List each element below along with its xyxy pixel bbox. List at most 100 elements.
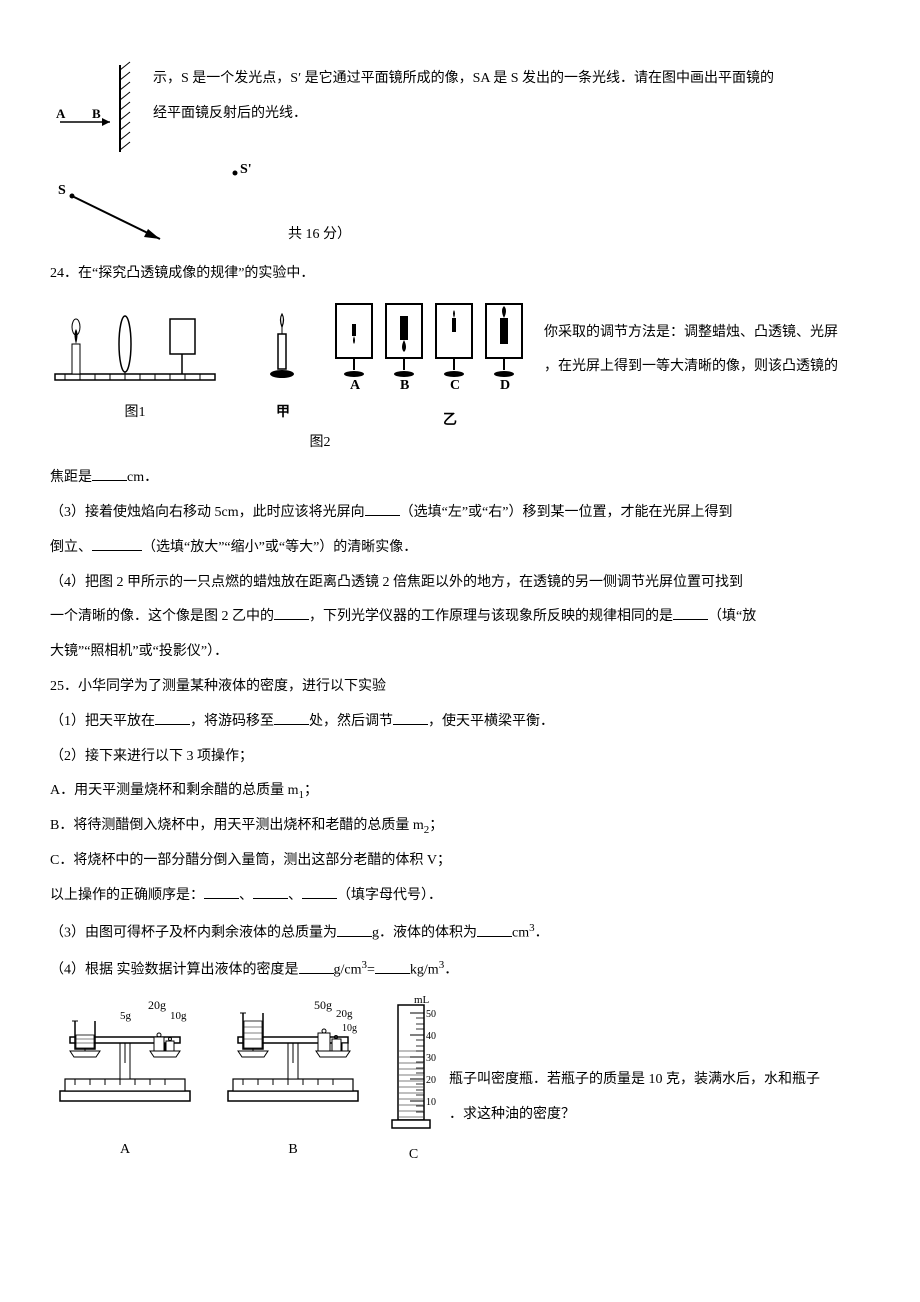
svg-text:50: 50 bbox=[426, 1009, 436, 1020]
s-ray-svg: S' S bbox=[50, 161, 280, 251]
fig1-label: 图1 bbox=[50, 398, 220, 429]
fig1-svg bbox=[50, 294, 220, 394]
fig2-jia-svg bbox=[258, 294, 308, 394]
q25-sep2: 、 bbox=[288, 888, 302, 903]
q23-text-line2: 经平面镜反射后的光线． bbox=[50, 99, 870, 130]
q24-focus-line: 焦距是cm． bbox=[50, 463, 870, 494]
q24-p3-line2: 倒立、 （选填“放大”“缩小”或“等大”）的清晰实像． bbox=[50, 533, 870, 564]
q25-B: B．将待测醋倒入烧杯中，用天平测出烧杯和老醋的总质量 m2； bbox=[50, 811, 870, 842]
q24-p3-line1: （3）接着使烛焰向右移动 5cm，此时应该将光屏向 （选填“左”或“右”）移到某一… bbox=[50, 498, 870, 529]
balance-A-label: A bbox=[50, 1135, 200, 1166]
q25-B-end: ； bbox=[429, 818, 443, 833]
q24-p4b-prefix: 一个清晰的像．这个像是图 2 乙中的 bbox=[50, 609, 274, 624]
svg-text:C: C bbox=[450, 378, 460, 393]
svg-text:20g: 20g bbox=[336, 1008, 353, 1020]
q25-C: C．将烧杯中的一部分醋分倒入量筒，测出这部分老醋的体积 V； bbox=[50, 846, 870, 877]
q25-p4c: kg/m bbox=[410, 963, 439, 978]
q25-A: A．用天平测量烧杯和剩余醋的总质量 m1； bbox=[50, 776, 870, 807]
svg-text:S': S' bbox=[240, 162, 252, 177]
q24-p3-l2-prefix: 倒立、 bbox=[50, 540, 92, 555]
q23-pretext: 示，S 是一个发光点，S′ 是它通过平面镜所成的像，SA 是 S 发出的一条光线… bbox=[153, 71, 774, 86]
q25-p3c-end: ． bbox=[535, 926, 549, 941]
blank-p4-device[interactable] bbox=[673, 605, 708, 620]
q25-p1b: ，将游码移至 bbox=[190, 714, 274, 729]
svg-text:5g: 5g bbox=[120, 1010, 132, 1022]
mirror-svg: A B bbox=[50, 60, 145, 155]
svg-text:A: A bbox=[56, 106, 66, 121]
svg-text:30: 30 bbox=[426, 1053, 436, 1064]
q25-p1: （1）把天平放在 ，将游码移至 处，然后调节 ，使天平横梁平衡． bbox=[50, 707, 870, 738]
blank-p4-img[interactable] bbox=[274, 605, 309, 620]
q25-B-text: B．将待测醋倒入烧杯中，用天平测出烧杯和老醋的总质量 m bbox=[50, 818, 424, 833]
q25-p4: （4）根据 实验数据计算出液体的密度是g/cm3=kg/m3． bbox=[50, 953, 870, 986]
q25-p3a: （3）由图可得杯子及杯内剩余液体的总质量为 bbox=[50, 926, 337, 941]
q25-p1c: 处，然后调节 bbox=[309, 714, 393, 729]
q24-p3-mid: （选填“左”或“右”）移到某一位置，才能在光屏上得到 bbox=[400, 505, 733, 520]
svg-text:A: A bbox=[350, 378, 361, 393]
q24-p3-l2-suffix: （选填“放大”“缩小”或“等大”）的清晰实像． bbox=[142, 540, 417, 555]
fig2-yi-wrapper: A B C bbox=[326, 294, 536, 394]
blank-q25-1a[interactable] bbox=[155, 710, 190, 725]
mirror-wall-figure: A B bbox=[50, 60, 145, 155]
blank-q25-vol[interactable] bbox=[477, 922, 512, 937]
blank-p3-size[interactable] bbox=[92, 536, 142, 551]
q25-sep1: 、 bbox=[239, 888, 253, 903]
q25-p1d: ，使天平横梁平衡． bbox=[428, 714, 554, 729]
svg-text:mL: mL bbox=[414, 994, 430, 1006]
q24-p4a: （4）把图 2 甲所示的一只点燃的蜡烛放在距离凸透镜 2 倍焦距以外的地方，在透… bbox=[50, 568, 870, 599]
balance-A-wrapper: 5g 20g 10g A bbox=[50, 991, 200, 1166]
blank-order2[interactable] bbox=[253, 884, 288, 899]
fig2-jia-label: 甲 bbox=[258, 398, 308, 429]
fig1-wrapper: 图1 bbox=[50, 294, 220, 429]
q23-block: A B 示，S 是一个发光点，S′ 是它通过平面镜所成的像，SA 是 S 发出的… bbox=[50, 60, 870, 155]
q25-p3: （3）由图可得杯子及杯内剩余液体的总质量为g．液体的体积为cm3． bbox=[50, 916, 870, 949]
q25-p2: （2）接下来进行以下 3 项操作； bbox=[50, 742, 870, 773]
fig2-jia-wrapper: 甲 bbox=[258, 294, 308, 429]
blank-q25-rho2[interactable] bbox=[375, 959, 410, 974]
q25-A-end: ； bbox=[304, 783, 318, 798]
blank-q25-1b[interactable] bbox=[274, 710, 309, 725]
q25-A-text: A．用天平测量烧杯和剩余醋的总质量 m bbox=[50, 783, 299, 798]
q25-p4end: ． bbox=[444, 963, 458, 978]
svg-text:40: 40 bbox=[426, 1031, 436, 1042]
blank-q25-rho1[interactable] bbox=[299, 959, 334, 974]
fig-bottom-labels: 图2 乙 bbox=[50, 428, 870, 459]
q25-order-suffix: （填字母代号）． bbox=[337, 888, 442, 903]
blank-order3[interactable] bbox=[302, 884, 337, 899]
cylinder-C-wrapper: mL 50 40 30 20 10 bbox=[386, 991, 441, 1171]
q25-stem: 25．小华同学为了测量某种液体的密度，进行以下实验 bbox=[50, 672, 870, 703]
svg-text:10g: 10g bbox=[342, 1023, 357, 1034]
q25-p1a: （1）把天平放在 bbox=[50, 714, 155, 729]
fig2-yi-svg: A B C bbox=[326, 294, 536, 394]
balance-A-svg: 5g 20g 10g bbox=[50, 991, 200, 1111]
s-ray-figure: S' S bbox=[50, 161, 280, 251]
svg-text:B: B bbox=[400, 378, 409, 393]
blank-q25-mass[interactable] bbox=[337, 922, 372, 937]
q25-p4eq: = bbox=[367, 963, 375, 978]
blank-p3-dir[interactable] bbox=[365, 501, 400, 516]
q23-text-line1: 示，S 是一个发光点，S′ 是它通过平面镜所成的像，SA 是 S 发出的一条光线… bbox=[50, 64, 870, 95]
blank-q25-1c[interactable] bbox=[393, 710, 428, 725]
q24-p3-prefix: （3）接着使烛焰向右移动 5cm，此时应该将光屏向 bbox=[50, 505, 365, 520]
fig2-label: 图2 bbox=[220, 428, 420, 459]
s-ray-row: S' S 共 16 分） bbox=[50, 161, 870, 255]
svg-text:10: 10 bbox=[426, 1097, 436, 1108]
svg-text:20g: 20g bbox=[148, 998, 166, 1012]
balance-B-wrapper: 50g 20g 10g B bbox=[218, 991, 368, 1166]
blank-order1[interactable] bbox=[204, 884, 239, 899]
cylinder-C-label: C bbox=[386, 1140, 441, 1171]
q25-figs-row: 5g 20g 10g A bbox=[50, 991, 870, 1171]
q24-focus-prefix: 焦距是 bbox=[50, 470, 92, 485]
balance-B-svg: 50g 20g 10g bbox=[218, 991, 368, 1111]
q24-p4b-suffix: （填“放 bbox=[708, 609, 756, 624]
q25-p3b: g．液体的体积为 bbox=[372, 926, 477, 941]
svg-text:10g: 10g bbox=[170, 1010, 187, 1022]
svg-text:S: S bbox=[58, 183, 66, 198]
blank-focus[interactable] bbox=[92, 466, 127, 481]
q24-p4b-mid: ，下列光学仪器的工作原理与该现象所反映的规律相同的是 bbox=[309, 609, 673, 624]
q24-p4c: 大镜”“照相机”或“投影仪”）． bbox=[50, 637, 870, 668]
q25-order-prefix: 以上操作的正确顺序是： bbox=[50, 888, 204, 903]
fig2-yi-label: 乙 bbox=[420, 406, 480, 459]
q25-p3c: cm bbox=[512, 926, 529, 941]
cylinder-svg: mL 50 40 30 20 10 bbox=[386, 991, 441, 1136]
